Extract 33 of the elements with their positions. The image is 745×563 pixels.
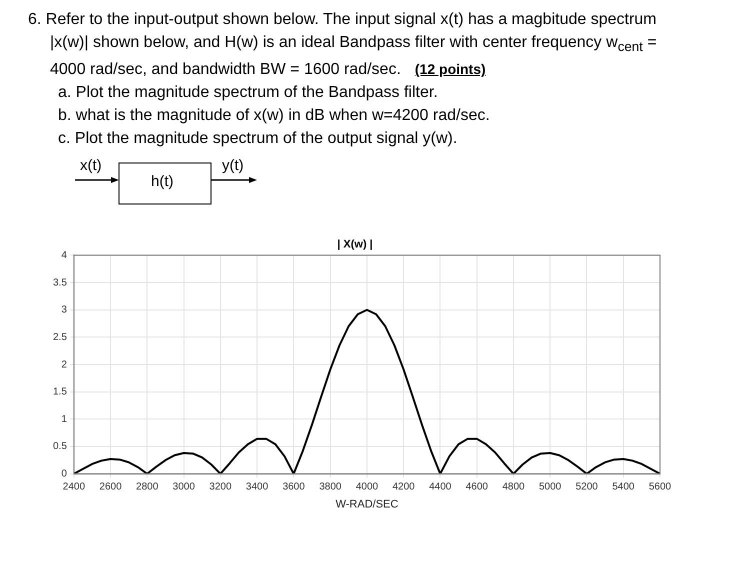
y-tick-label: 0 — [61, 468, 68, 480]
x-tick-label: 2400 — [62, 482, 86, 493]
x-tick-label: 4600 — [466, 482, 488, 493]
y-tick-label: 0.5 — [52, 441, 68, 452]
x-tick-label: 5000 — [538, 482, 562, 493]
x-tick-label: 4800 — [502, 482, 526, 493]
text: c. Plot the magnitude spectrum of the output signal y(w). — [57, 129, 458, 150]
x-tick-label: 3200 — [209, 482, 232, 493]
x-tick-label: 5200 — [576, 482, 598, 493]
text: a. Plot the magnitude spectrum of the Bandpass filter. — [57, 83, 439, 104]
text: (12 points) — [414, 61, 486, 78]
x-tick-label: 5400 — [612, 482, 635, 493]
x-tick-label: 4200 — [392, 482, 416, 493]
x-tick-label: 3400 — [246, 482, 269, 493]
x-tick-label: 5600 — [648, 482, 672, 493]
y-tick-label: 3 — [61, 304, 68, 316]
x-tick-label: 3600 — [282, 482, 306, 493]
x-tick-label: 2800 — [136, 482, 159, 493]
y-tick-label: 2.5 — [52, 332, 68, 343]
y-tick-label: 2 — [61, 359, 68, 370]
x-tick-label: 3000 — [172, 482, 196, 493]
y-tick-label: 3.5 — [52, 277, 68, 288]
block-diagram: x(t) h(t) y(t) — [75, 155, 260, 205]
text: b. what is the magnitude of x(w) in dB when w=4200 rad/sec. — [57, 106, 491, 126]
y-tick-label: 1.5 — [52, 386, 68, 398]
x-tick-label: 2600 — [99, 482, 122, 493]
x-tick-label: 4400 — [429, 482, 452, 493]
x-tick-label: 3800 — [319, 482, 342, 493]
y-tick-label: 4 — [61, 250, 68, 261]
chart-title: | X(w) | — [337, 238, 373, 251]
y-tick-label: 1 — [61, 414, 68, 425]
x-axis-title: W-RAD/SEC — [336, 498, 398, 510]
x-tick-label: 4000 — [356, 482, 379, 493]
